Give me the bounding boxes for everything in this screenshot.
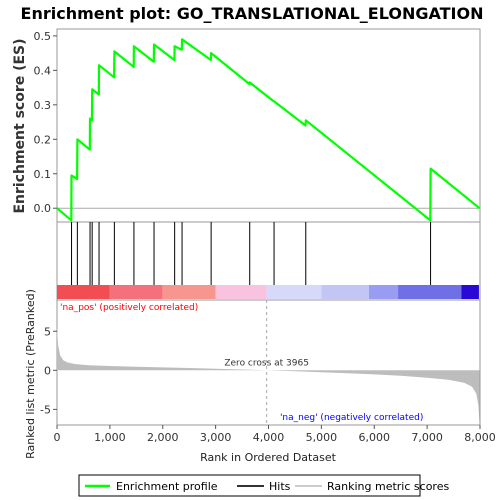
- legend: Enrichment profile Hits Ranking metric s…: [78, 474, 449, 497]
- rank-x-tick-label: 7,000: [411, 431, 443, 444]
- zero-cross-label: Zero cross at 3965: [224, 358, 309, 368]
- colorbar-band: [266, 285, 322, 299]
- es-y-axis-label: Enrichment score (ES): [12, 38, 28, 213]
- legend-hits-label: Hits: [269, 480, 291, 493]
- rank-y-ticks: -5 0 5: [40, 325, 57, 416]
- colorbar-band: [398, 285, 462, 299]
- rank-y-tick-label: 0: [44, 364, 51, 377]
- es-y-tick-label: 0.4: [34, 64, 52, 77]
- colorbar-band: [368, 285, 399, 299]
- rank-x-tick-label: 3,000: [200, 431, 232, 444]
- colorbar-band: [109, 285, 163, 299]
- colorbar-band: [461, 285, 479, 299]
- es-y-tick-label: 0.5: [34, 30, 52, 43]
- rank-colorbar: [57, 285, 479, 299]
- ranking-metric-area: [57, 326, 480, 424]
- es-plot-area: [56, 28, 481, 223]
- legend-enrichment-label: Enrichment profile: [116, 480, 218, 493]
- positive-correlation-label: 'na_pos' (positively correlated): [60, 303, 198, 313]
- rank-x-tick-label: 4,000: [253, 431, 285, 444]
- legend-ranking-label: Ranking metric scores: [327, 480, 449, 493]
- rank-x-tick-label: 2,000: [147, 431, 179, 444]
- rank-plot-area: [56, 299, 481, 426]
- negative-correlation-label: 'na_neg' (negatively correlated): [280, 413, 423, 423]
- rank-y-tick-label: 5: [44, 325, 51, 338]
- rank-x-tick-label: 8,000: [464, 431, 496, 444]
- rank-x-ticks: 0 1,000 2,000 3,000 4,000 5,000 6,000 7,000 8,00…: [54, 425, 496, 444]
- es-y-tick-label: 0.2: [34, 133, 52, 146]
- rank-x-axis-label: Rank in Ordered Dataset: [200, 451, 337, 464]
- rank-y-tick-label: -5: [40, 403, 51, 416]
- chart-title: Enrichment plot: GO_TRANSLATIONAL_ELONGA…: [21, 4, 484, 23]
- colorbar-band: [57, 285, 110, 299]
- es-panel: 0.0 0.1 0.2 0.3 0.4 0.5 Enrichment score (ES): [12, 28, 481, 223]
- rank-y-axis-label: Ranked list metric (PreRanked): [24, 289, 37, 459]
- es-y-tick-label: 0.0: [34, 202, 52, 215]
- colorbar-band: [215, 285, 267, 299]
- rank-x-tick-label: 6,000: [359, 431, 391, 444]
- es-y-ticks: 0.0 0.1 0.2 0.3 0.4 0.5: [34, 30, 57, 215]
- rank-x-tick-label: 1,000: [94, 431, 126, 444]
- rank-panel: Zero cross at 3965 'na_pos' (positively …: [24, 289, 496, 464]
- colorbar-band: [162, 285, 216, 299]
- es-y-tick-label: 0.1: [34, 168, 52, 181]
- hit-markers: [71, 222, 432, 285]
- colorbar-band: [321, 285, 369, 299]
- rank-x-tick-label: 0: [54, 431, 61, 444]
- enrichment-profile-line: [56, 38, 481, 222]
- rank-x-tick-label: 5,000: [306, 431, 338, 444]
- hits-panel: [56, 221, 481, 301]
- es-y-tick-label: 0.3: [34, 99, 52, 112]
